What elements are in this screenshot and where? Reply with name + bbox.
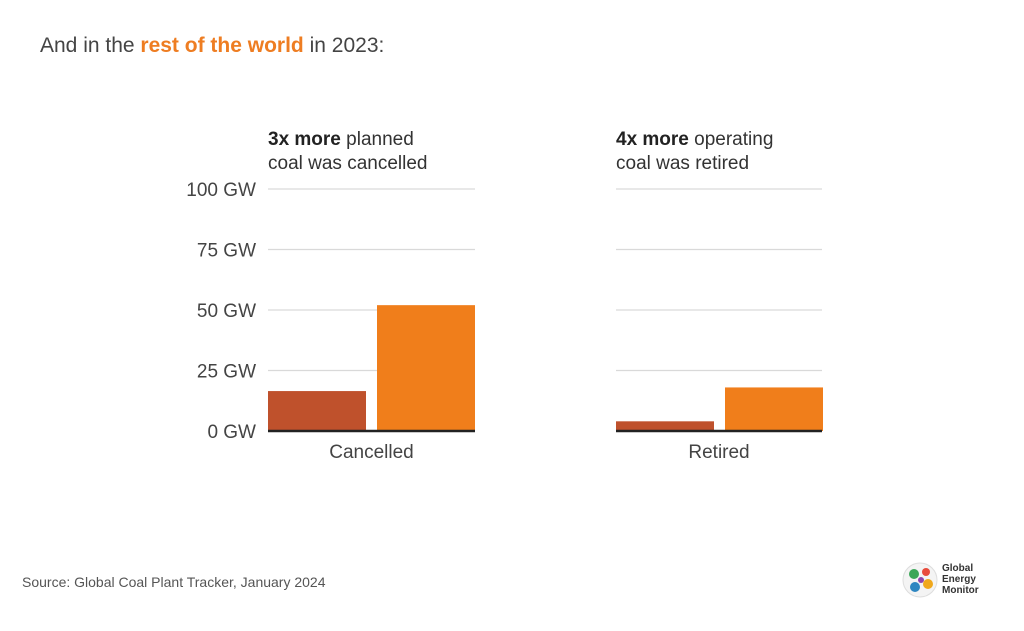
bar bbox=[268, 391, 366, 431]
headline-suffix: in 2023: bbox=[303, 34, 385, 57]
bar bbox=[616, 421, 714, 431]
headline-highlight: rest of the world bbox=[140, 34, 304, 57]
gem-logo: Global Energy Monitor bbox=[900, 560, 1000, 600]
x-category-label: Retired bbox=[688, 442, 749, 463]
logo-line: Global bbox=[942, 563, 974, 574]
panel-title-rest: operating bbox=[688, 129, 774, 150]
y-tick-label: 100 GW bbox=[186, 180, 256, 201]
panel-title-retired: 4x more operating coal was retired bbox=[616, 128, 773, 176]
bar bbox=[725, 387, 823, 431]
panel-title-bold: 3x more bbox=[268, 129, 341, 150]
panel-title-rest: planned bbox=[340, 129, 414, 150]
y-tick-label: 75 GW bbox=[197, 241, 256, 262]
y-tick-label: 25 GW bbox=[197, 362, 256, 383]
globe-logo-icon bbox=[902, 562, 938, 598]
y-tick-label: 0 GW bbox=[207, 422, 256, 443]
panel-title-bold: 4x more bbox=[616, 129, 689, 150]
x-category-label: Cancelled bbox=[329, 442, 414, 463]
source-note: Source: Global Coal Plant Tracker, Janua… bbox=[22, 574, 326, 590]
logo-line: Monitor bbox=[942, 585, 979, 596]
headline: And in the rest of the world in 2023: bbox=[40, 34, 384, 58]
bar bbox=[377, 305, 475, 431]
logo-line: Energy bbox=[942, 574, 976, 585]
logo-text: Global Energy Monitor bbox=[942, 563, 979, 596]
panel-title-line2: coal was cancelled bbox=[268, 153, 428, 174]
panel-title-line2: coal was retired bbox=[616, 153, 750, 174]
headline-prefix: And in the bbox=[40, 34, 141, 57]
panel-title-cancelled: 3x more planned coal was cancelled bbox=[268, 128, 427, 176]
y-tick-label: 50 GW bbox=[197, 301, 256, 322]
